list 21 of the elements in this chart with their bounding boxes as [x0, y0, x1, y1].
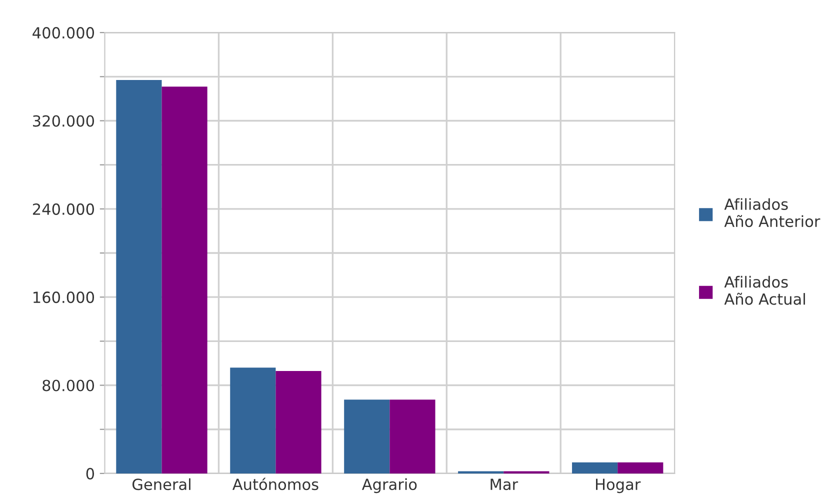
bar [390, 400, 436, 474]
x-tick-label: Autónomos [232, 478, 318, 490]
legend-label: Afiliados Año Anterior [724, 198, 820, 228]
bar [344, 400, 390, 474]
bar [162, 86, 208, 474]
y-tick-label: 80.000 [42, 380, 94, 392]
bar [276, 370, 322, 474]
bar [618, 462, 664, 474]
x-tick-label: General [132, 478, 190, 490]
bar [572, 462, 618, 474]
y-tick-label: 320.000 [33, 115, 94, 127]
x-tick-label: Mar [490, 478, 518, 490]
x-tick-label: Hogar [596, 478, 641, 494]
legend-label: Afiliados Año Actual [724, 276, 805, 305]
y-tick-label: 160.000 [34, 292, 94, 304]
bar [116, 80, 162, 474]
bar [230, 368, 276, 474]
y-tick-label: 400.000 [32, 27, 94, 39]
x-tick-label: Agrario [362, 478, 417, 494]
y-tick-label: 0 [86, 468, 94, 480]
y-tick-label: 240.000 [32, 203, 94, 215]
